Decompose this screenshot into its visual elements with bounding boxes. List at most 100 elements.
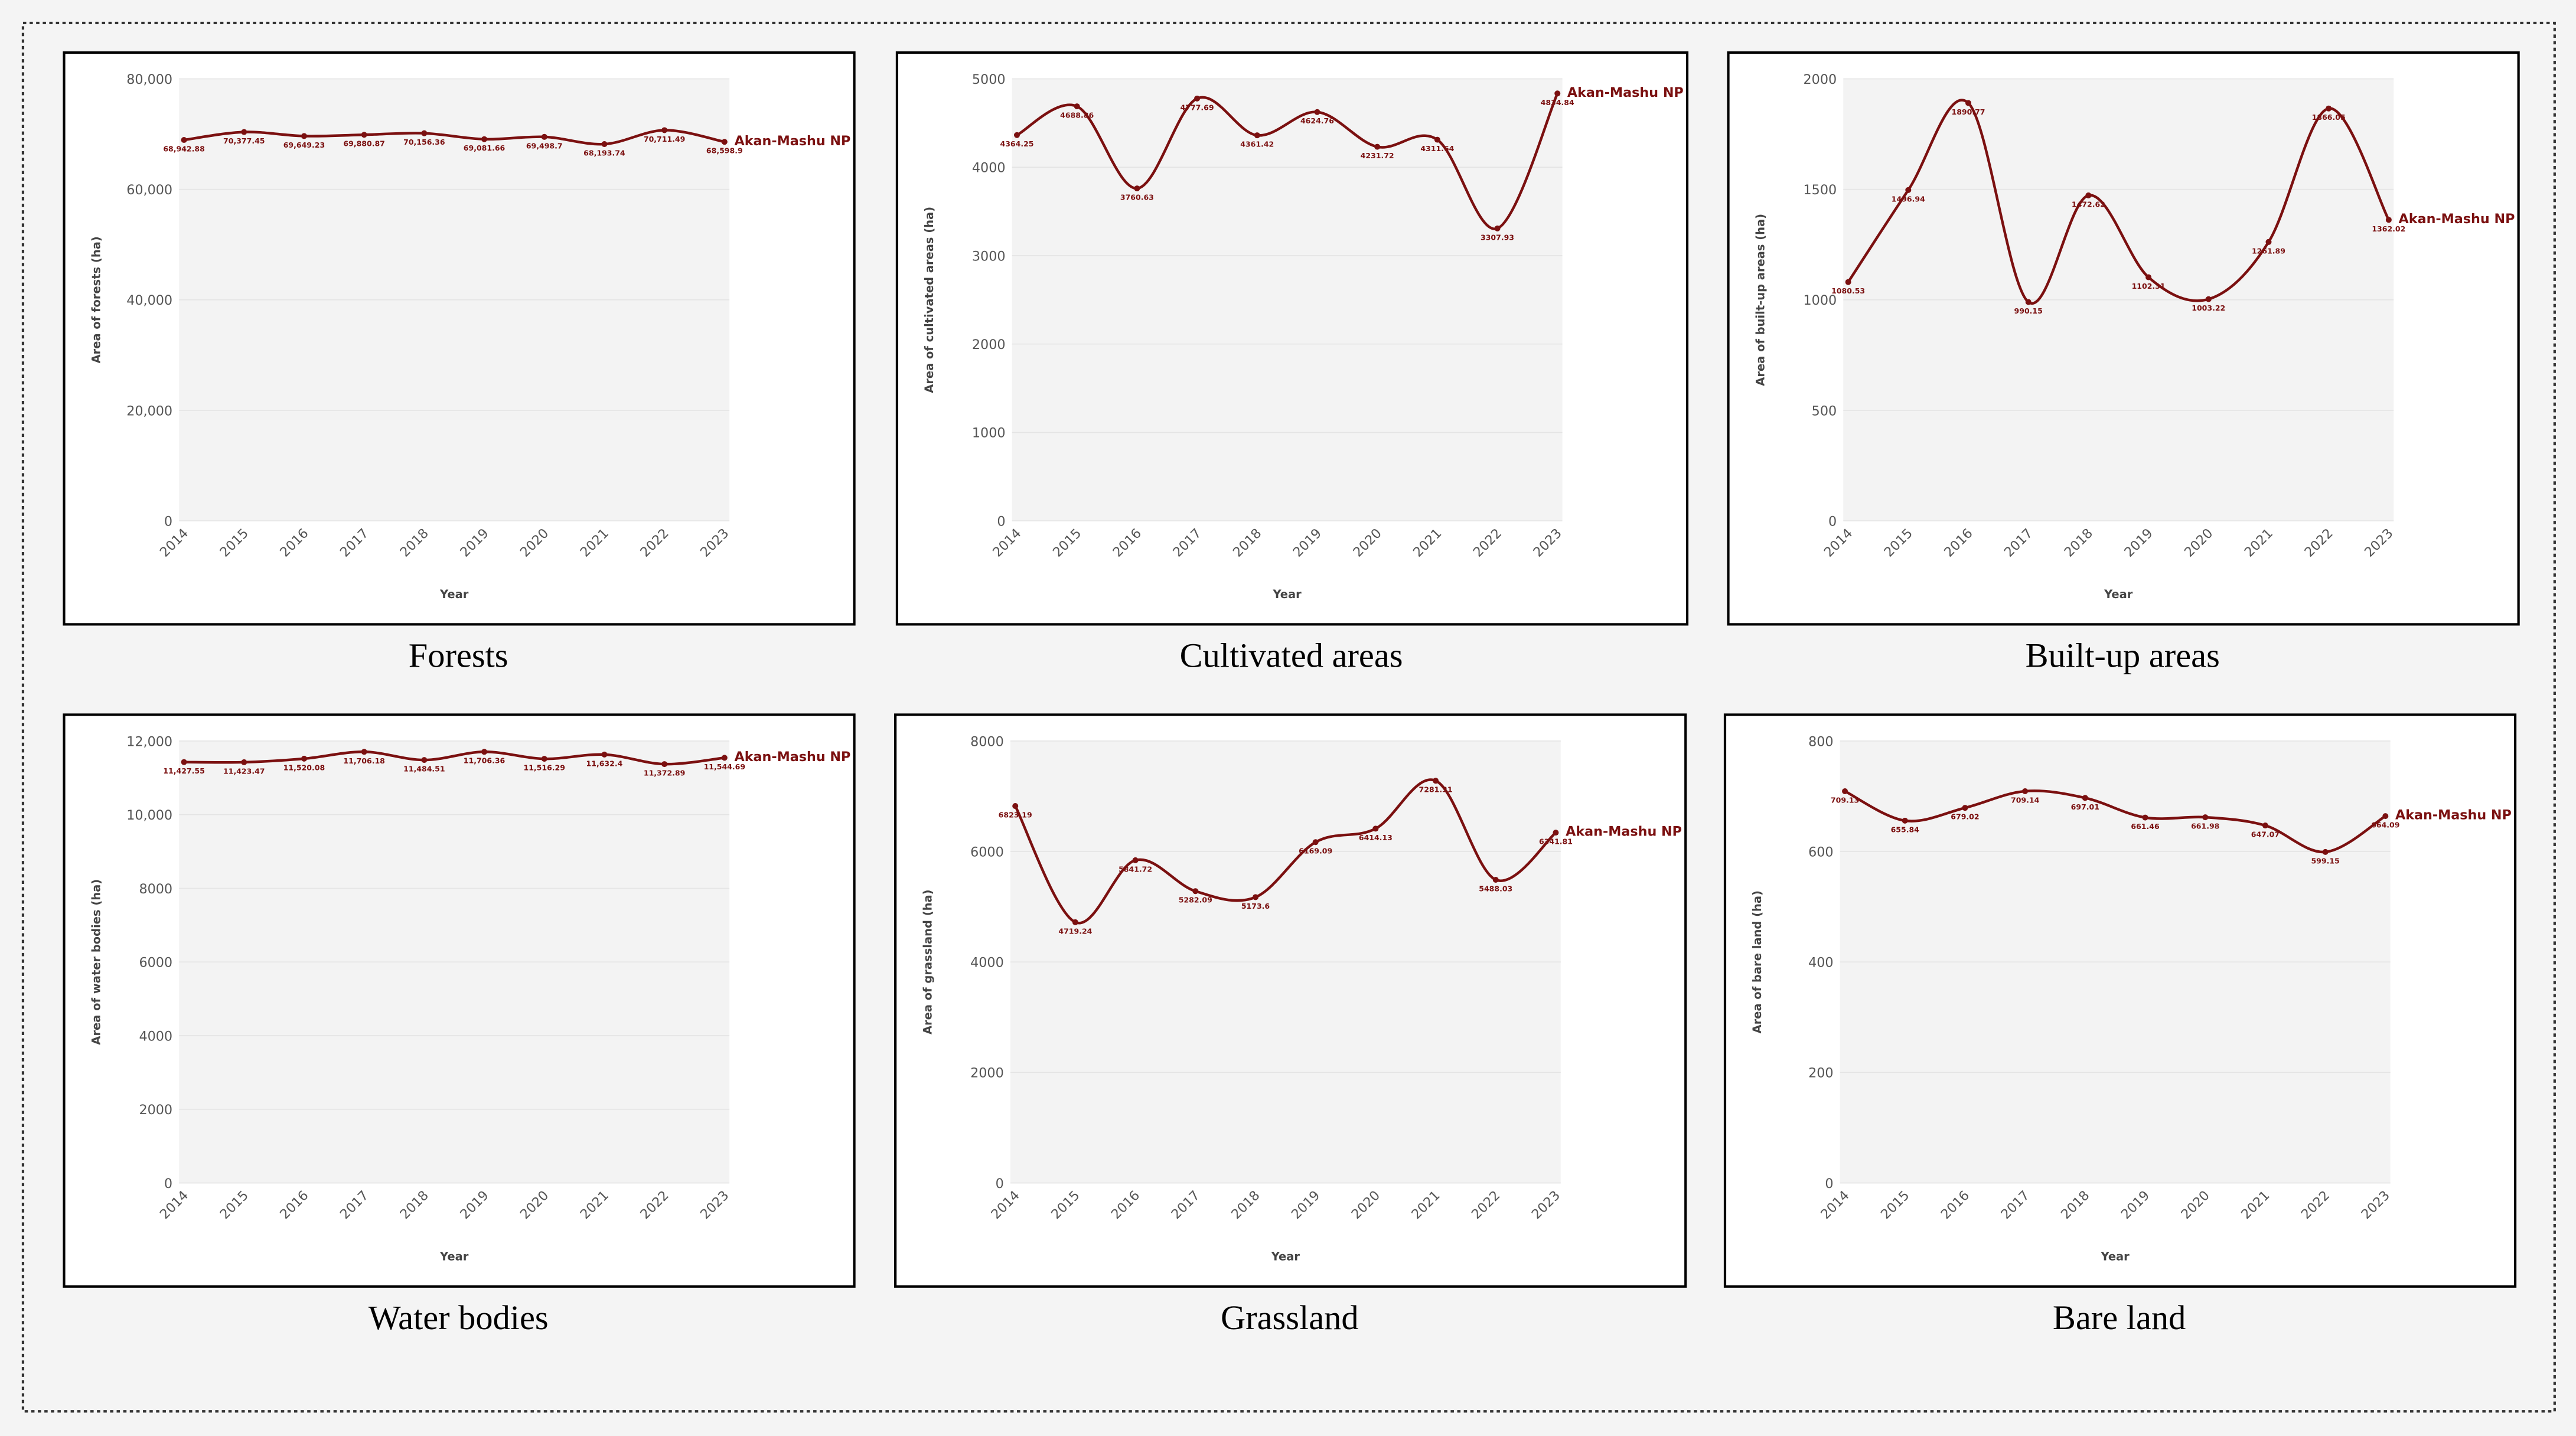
data-point	[2025, 299, 2032, 305]
y-tick-label: 0	[996, 1176, 1004, 1192]
data-point	[1314, 109, 1320, 115]
y-tick-label: 1500	[1804, 182, 1837, 198]
data-label: 4361.42	[1240, 140, 1274, 149]
data-label: 1890.77	[1952, 107, 1985, 116]
y-axis-label: Area of built-up areas (ha)	[1754, 214, 1768, 386]
data-point	[2326, 105, 2332, 112]
data-point	[2262, 823, 2268, 829]
data-label: 655.84	[1891, 825, 1920, 834]
data-point	[1013, 132, 1020, 138]
y-tick-label: 0	[164, 514, 172, 529]
y-tick-label: 500	[1812, 403, 1837, 419]
data-point	[1372, 825, 1379, 832]
data-point	[361, 132, 367, 138]
data-label: 6414.13	[1359, 833, 1393, 842]
data-point	[721, 755, 728, 761]
chart-caption: Forests	[409, 637, 508, 675]
y-tick-label: 2000	[972, 337, 1006, 353]
data-point	[1374, 143, 1381, 150]
data-label: 68,598.9	[706, 146, 743, 155]
data-point	[181, 137, 187, 143]
data-point	[2382, 813, 2389, 820]
data-point	[241, 759, 247, 765]
y-tick-label: 4000	[139, 1029, 172, 1044]
data-label: 4688.86	[1060, 111, 1094, 120]
x-axis-label: Year	[1271, 1249, 1300, 1263]
y-tick-label: 8000	[139, 882, 172, 897]
data-point	[2085, 192, 2092, 198]
y-tick-label: 6000	[139, 955, 172, 971]
data-label: 68,942.88	[163, 144, 204, 153]
series-line	[184, 129, 725, 146]
data-point	[2205, 296, 2212, 302]
data-point	[481, 749, 488, 755]
data-point	[1074, 103, 1080, 110]
data-label: 3760.63	[1120, 193, 1154, 202]
data-point	[1554, 90, 1561, 97]
x-axis-label: Year	[439, 588, 469, 601]
data-label: 68,193.74	[583, 149, 625, 158]
data-label: 5488.03	[1479, 884, 1512, 893]
data-label: 69,880.87	[343, 139, 384, 148]
y-tick-label: 0	[164, 1176, 172, 1192]
data-point	[1072, 919, 1078, 925]
data-label: 69,081.66	[464, 143, 506, 152]
data-point	[721, 139, 728, 145]
chart-caption: Bare land	[2053, 1298, 2186, 1337]
data-point	[1433, 778, 1439, 784]
data-point	[2265, 239, 2272, 245]
data-label: 70,711.49	[644, 135, 685, 143]
y-tick-label: 2000	[1804, 72, 1837, 87]
y-tick-label: 0	[997, 514, 1005, 529]
data-point	[181, 759, 187, 765]
data-label: 709.14	[2011, 795, 2040, 804]
data-label: 5282.09	[1179, 896, 1212, 905]
data-label: 4777.69	[1181, 103, 1214, 112]
chart-caption: Cultivated areas	[1180, 637, 1403, 675]
series-name: Akan-Mashu NP	[735, 749, 851, 765]
data-point	[1312, 839, 1319, 846]
y-axis-label: Area of water bodies (ha)	[90, 879, 103, 1045]
series-line	[184, 750, 725, 766]
data-label: 664.09	[2371, 821, 2399, 830]
y-tick-label: 6000	[970, 844, 1004, 860]
data-label: 11,706.18	[343, 756, 384, 765]
data-label: 11,372.89	[644, 769, 685, 778]
y-tick-label: 12,000	[126, 734, 172, 749]
data-point	[1252, 894, 1258, 900]
data-label: 4834.84	[1541, 98, 1574, 107]
data-point	[541, 756, 547, 762]
y-tick-label: 40,000	[126, 293, 172, 308]
data-point	[2322, 848, 2329, 855]
y-tick-label: 80,000	[126, 72, 172, 87]
y-axis-label: Area of bare land (ha)	[1750, 890, 1764, 1033]
y-tick-label: 2000	[139, 1102, 172, 1118]
y-tick-label: 0	[1825, 1176, 1833, 1192]
data-label: 4311.64	[1420, 144, 1454, 153]
data-label: 11,520.08	[283, 763, 325, 772]
data-label: 1003.22	[2192, 303, 2225, 312]
data-point	[241, 129, 247, 135]
data-label: 70,156.36	[403, 138, 445, 146]
data-label: 4231.72	[1361, 151, 1394, 160]
data-label: 6169.09	[1299, 847, 1332, 856]
data-label: 11,706.36	[464, 756, 506, 765]
data-label: 3307.93	[1481, 233, 1514, 241]
y-tick-label: 5000	[972, 72, 1006, 87]
data-point	[1553, 830, 1559, 836]
data-label: 1496.94	[1892, 194, 1925, 203]
data-point	[1902, 817, 1908, 824]
data-label: 6823.19	[999, 811, 1032, 820]
y-tick-label: 1000	[1804, 293, 1837, 308]
data-label: 1866.05	[2312, 113, 2346, 122]
data-label: 4624.76	[1300, 116, 1334, 125]
y-axis-label: Area of forests (ha)	[90, 236, 103, 363]
data-point	[541, 133, 547, 140]
data-point	[421, 757, 428, 763]
y-tick-label: 800	[1808, 734, 1833, 749]
data-point	[661, 127, 668, 133]
data-point	[301, 755, 307, 762]
plot-area	[1012, 79, 1563, 521]
